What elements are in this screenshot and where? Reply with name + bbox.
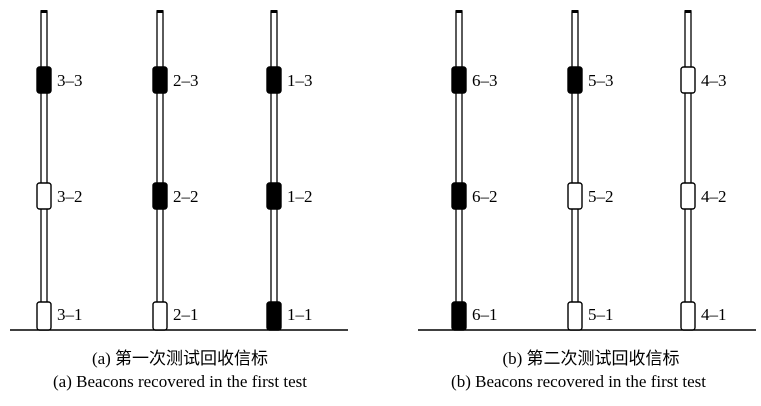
recovered-beacon	[152, 66, 168, 94]
beacon-label: 4–2	[701, 187, 727, 206]
pole-cap	[571, 10, 579, 13]
caption-b-en: (b) Beacons recovered in the first test	[451, 372, 706, 391]
recovered-beacon	[567, 66, 583, 94]
beacon-label: 2–3	[173, 71, 199, 90]
beacon-label: 3–3	[57, 71, 83, 90]
pole-cap	[455, 10, 463, 13]
caption-a-en: (a) Beacons recovered in the first test	[53, 372, 307, 391]
beacon-label: 6–1	[472, 305, 498, 324]
beacon-label: 5–3	[588, 71, 614, 90]
pole-cap	[684, 10, 692, 13]
beacon-label: 2–2	[173, 187, 199, 206]
beacon-label: 1–2	[287, 187, 313, 206]
recovered-beacon	[266, 301, 282, 331]
beacon-label: 6–2	[472, 187, 498, 206]
beacon-label: 4–1	[701, 305, 727, 324]
recovered-beacon	[266, 66, 282, 94]
recovered-beacon	[451, 182, 467, 210]
unrecovered-beacon	[567, 182, 583, 210]
caption-a-zh: (a) 第一次测试回收信标	[91, 349, 269, 368]
beacon-label: 5–2	[588, 187, 614, 206]
unrecovered-beacon	[567, 301, 583, 331]
beacon-label: 3–1	[57, 305, 83, 324]
beacon-label: 6–3	[472, 71, 498, 90]
string-pole	[270, 11, 278, 319]
caption-b-zh: (b) 第二次测试回收信标	[502, 349, 680, 368]
beacon-label: 4–3	[701, 71, 727, 90]
pole-cap	[156, 10, 164, 13]
beacon-label: 1–3	[287, 71, 313, 90]
recovered-beacon	[451, 66, 467, 94]
unrecovered-beacon	[152, 301, 168, 331]
recovered-beacon	[152, 182, 168, 210]
string-pole	[455, 11, 463, 319]
unrecovered-beacon	[36, 182, 52, 210]
beacon-label: 3–2	[57, 187, 83, 206]
recovered-beacon	[266, 182, 282, 210]
pole-cap	[270, 10, 278, 13]
unrecovered-beacon	[680, 182, 696, 210]
unrecovered-beacon	[36, 301, 52, 331]
recovered-beacon	[451, 301, 467, 331]
beacon-label: 5–1	[588, 305, 614, 324]
unrecovered-beacon	[680, 301, 696, 331]
recovered-beacon	[36, 66, 52, 94]
pole-cap	[40, 10, 48, 13]
string-pole	[40, 11, 48, 319]
unrecovered-beacon	[680, 66, 696, 94]
string-pole	[571, 11, 579, 319]
beacon-label: 2–1	[173, 305, 199, 324]
string-pole	[684, 11, 692, 319]
beacon-label: 1–1	[287, 305, 313, 324]
string-pole	[156, 11, 164, 319]
